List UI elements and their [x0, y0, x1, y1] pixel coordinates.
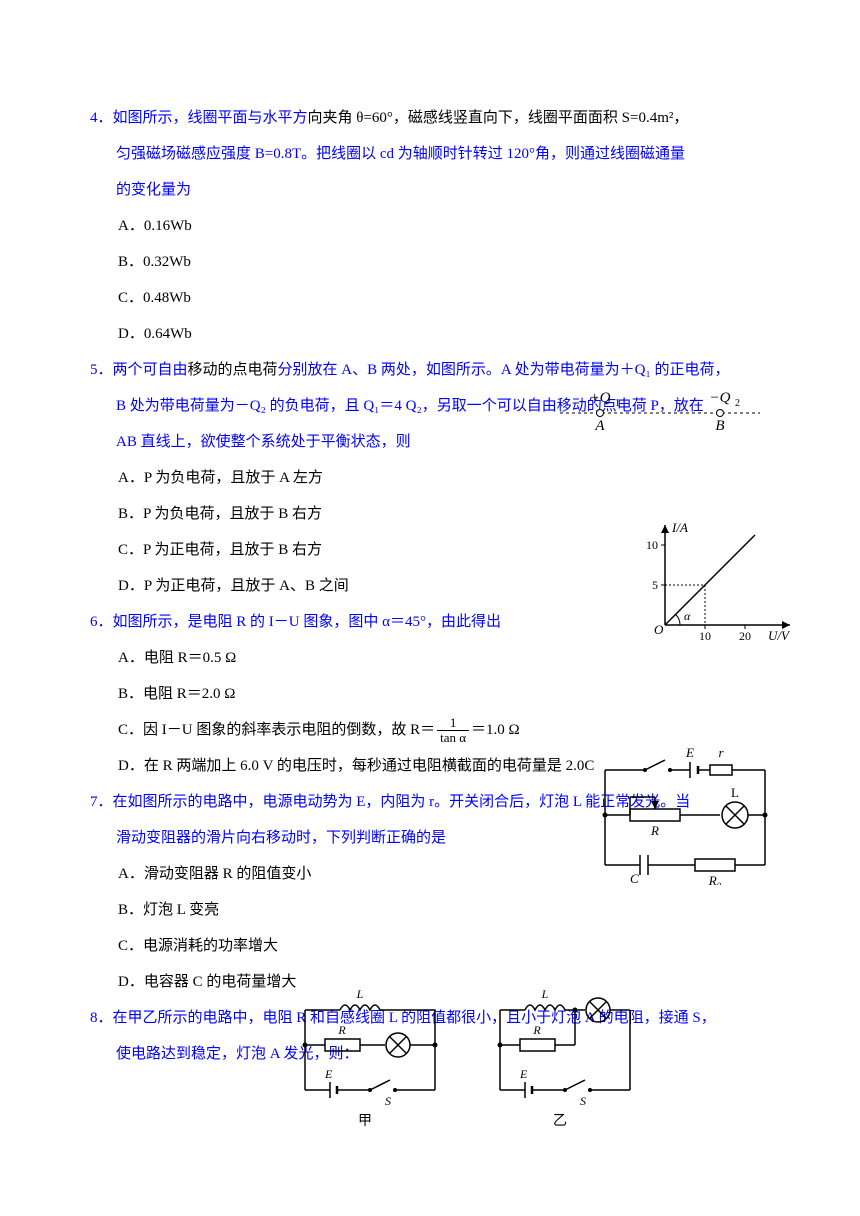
svg-text:E: E	[324, 1067, 333, 1081]
q8-number: 8．	[90, 1010, 113, 1026]
q7-figure: E r R L	[590, 745, 780, 899]
q4-number: 4．	[90, 110, 113, 126]
q8-figure: L R E	[290, 990, 650, 1154]
svg-text:R: R	[532, 1023, 541, 1037]
svg-text:S: S	[580, 1094, 586, 1108]
q4-optB: B．0.32Wb	[118, 244, 444, 280]
question-4: 4．如图所示，线圈平面与水平方向夹角 θ=60°，磁感线竖直向下，线圈平面面积 …	[90, 100, 770, 352]
svg-text:10: 10	[646, 538, 658, 552]
q6-optB: B．电阻 R＝2.0 Ω	[118, 676, 760, 712]
svg-text:1: 1	[615, 398, 620, 409]
svg-text:I/A: I/A	[671, 520, 688, 535]
q7-optC: C．电源消耗的功率增大	[118, 928, 760, 964]
q6-figure: 10 20 5 10 α I/A U/V O	[640, 520, 800, 654]
svg-text:L: L	[356, 990, 364, 1001]
svg-text:+Q: +Q	[590, 390, 611, 406]
svg-text:E: E	[519, 1067, 528, 1081]
svg-text:R: R	[650, 823, 659, 838]
svg-text:2: 2	[735, 398, 740, 409]
svg-text:甲: 甲	[358, 1114, 372, 1129]
svg-text:10: 10	[699, 629, 711, 640]
svg-text:B: B	[715, 418, 724, 434]
svg-text:L: L	[541, 990, 549, 1001]
q5-optA: A．P 为负电荷，且放于 A 左方	[118, 460, 760, 496]
q5-figure: +Q 1 −Q 2 A B	[560, 388, 760, 448]
svg-text:−Q: −Q	[710, 390, 731, 406]
svg-text:α: α	[684, 609, 691, 623]
q4-optC: C．0.48Wb	[118, 280, 444, 316]
svg-text:A: A	[594, 418, 605, 434]
svg-text:R₀: R₀	[708, 873, 721, 885]
q7-number: 7．	[90, 794, 113, 810]
q6-optC: C．因 I－U 图象的斜率表示电阻的倒数，故 R＝1tan α＝1.0 Ω	[118, 712, 760, 748]
svg-text:L: L	[731, 785, 739, 800]
q6-number: 6．	[90, 614, 113, 630]
q4-optA: A．0.16Wb	[118, 208, 444, 244]
q4-optD: D．0.64Wb	[118, 316, 444, 352]
q4-stem: 4．如图所示，线圈平面与水平方向夹角 θ=60°，磁感线竖直向下，线圈平面面积 …	[90, 100, 770, 208]
svg-text:5: 5	[652, 578, 658, 592]
q5-number: 5．	[90, 362, 113, 378]
svg-text:U/V: U/V	[768, 628, 791, 640]
q4-options: A．0.16Wb B．0.32Wb C．0.48Wb D．0.64Wb	[90, 208, 770, 352]
svg-text:O: O	[654, 622, 664, 637]
svg-text:E: E	[685, 745, 694, 760]
svg-text:S: S	[385, 1094, 391, 1108]
svg-text:乙: 乙	[553, 1113, 567, 1129]
svg-text:r: r	[718, 745, 724, 760]
svg-text:20: 20	[739, 629, 751, 640]
svg-text:C: C	[630, 871, 639, 885]
svg-text:R: R	[337, 1023, 346, 1037]
